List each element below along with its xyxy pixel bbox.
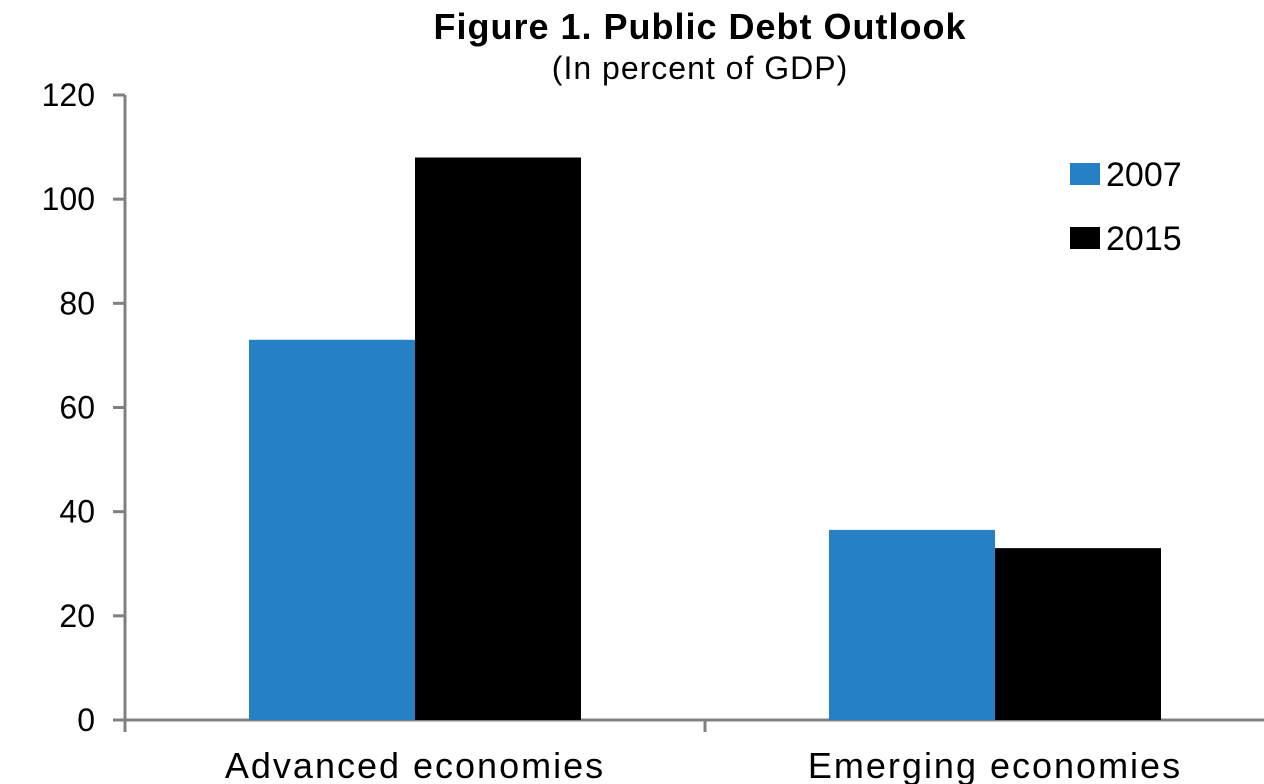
y-tick-label: 60 [59, 390, 95, 426]
chart-title: Figure 1. Public Debt Outlook [433, 6, 967, 47]
y-tick-label: 40 [59, 494, 95, 530]
bar-2007-1 [249, 339, 415, 720]
chart-subtitle: (In percent of GDP) [551, 50, 849, 86]
y-tick-label: 100 [42, 181, 95, 217]
y-tick-label: 120 [42, 77, 95, 113]
y-tick-label: 0 [77, 702, 95, 738]
y-tick-label: 80 [59, 285, 95, 321]
tick-labels: 0 20 40 60 80 100 120 [42, 77, 95, 738]
y-tick-label: 20 [59, 598, 95, 634]
bars [249, 157, 1161, 720]
legend-label-2015: 2015 [1106, 220, 1182, 258]
legend-swatch-2007 [1070, 163, 1100, 185]
x-category-label: Emerging economies [808, 745, 1182, 784]
x-category-label: Advanced economies [225, 745, 605, 784]
legend-label-2007: 2007 [1106, 156, 1182, 194]
legend-swatch-2015 [1070, 227, 1100, 249]
bar-2015-1 [415, 157, 581, 720]
bar-2007-2 [829, 529, 995, 720]
bar-2015-2 [995, 548, 1161, 720]
category-labels: Advanced economies Emerging economies [225, 745, 1182, 784]
legend: 2007 2015 [1070, 156, 1182, 258]
